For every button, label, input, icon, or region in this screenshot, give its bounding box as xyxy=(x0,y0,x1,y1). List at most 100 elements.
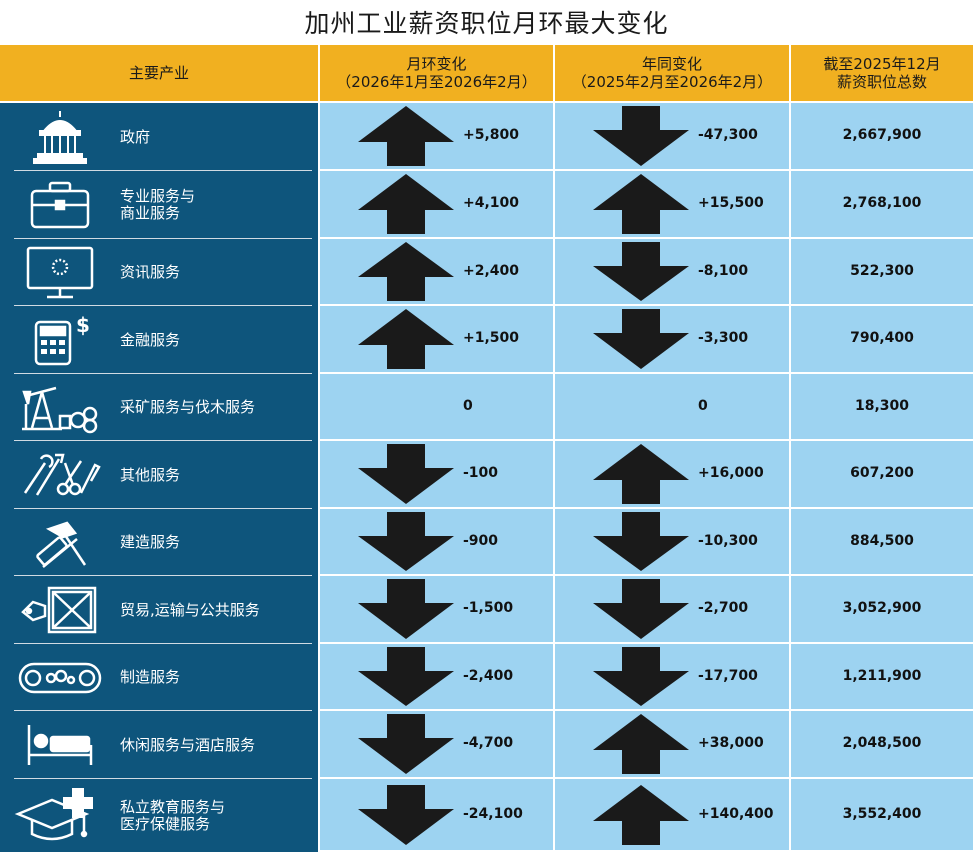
industry-label: 采矿服务与伐木服务 xyxy=(120,374,314,441)
industry-label: 制造服务 xyxy=(120,644,314,711)
mom-down-arrow-shape xyxy=(358,785,454,845)
mom-down-arrow xyxy=(358,444,454,504)
yoy-value: +38,000 xyxy=(698,735,764,751)
industry-cell: 专业服务与 商业服务 xyxy=(0,171,318,239)
header-yoy-line1: 年同变化 xyxy=(641,55,702,73)
industry-cell: 其他服务 xyxy=(0,441,318,509)
hammer-icon xyxy=(14,509,106,576)
mom-cell: -1,500 xyxy=(320,576,553,642)
table-row: 贸易,运输与公共服务 -1,500 -2,700 3,052,900 xyxy=(0,576,973,644)
yoy-value: -3,300 xyxy=(698,330,749,346)
mom-value: -4,700 xyxy=(463,735,514,751)
jobs-table: 主要产业 月环变化 （2026年1月至2026年2月） 年同变化 （2025年2… xyxy=(0,45,973,852)
mom-cell: -2,400 xyxy=(320,644,553,709)
total-cell: 3,052,900 xyxy=(791,576,973,642)
yoy-cell: +140,400 xyxy=(555,779,789,850)
yoy-up-arrow-shape xyxy=(593,714,689,774)
mom-up-arrow xyxy=(358,242,454,301)
row-divider xyxy=(14,238,312,239)
mom-down-arrow-shape xyxy=(358,579,454,639)
monitor-icon xyxy=(14,239,106,306)
yoy-cell: +15,500 xyxy=(555,171,789,237)
yoy-cell: -8,100 xyxy=(555,239,789,304)
mom-value: -1,500 xyxy=(463,600,514,616)
total-value: 18,300 xyxy=(854,398,910,414)
yoy-down-arrow-shape xyxy=(593,579,689,639)
row-divider xyxy=(14,778,312,779)
capitol-icon xyxy=(14,103,106,171)
industry-label-line1: 政府 xyxy=(120,127,151,146)
mom-down-arrow xyxy=(358,714,454,774)
mom-up-arrow-shape xyxy=(358,309,454,369)
header-mom: 月环变化 （2026年1月至2026年2月） xyxy=(320,45,553,101)
industry-label: 其他服务 xyxy=(120,441,314,509)
industry-label-line1: 建造服务 xyxy=(120,533,181,551)
row-divider xyxy=(14,373,312,374)
industry-label: 私立教育服务与 医疗保健服务 xyxy=(120,779,314,852)
mom-value: +5,800 xyxy=(463,127,520,143)
yoy-value: -47,300 xyxy=(698,127,758,143)
table-row: 采矿服务与伐木服务 0 0 18,300 xyxy=(0,374,973,441)
industry-label: 金融服务 xyxy=(120,306,314,374)
yoy-value: +140,400 xyxy=(698,806,774,822)
mom-down-arrow xyxy=(358,579,454,639)
row-divider xyxy=(14,643,312,644)
total-value: 2,768,100 xyxy=(842,195,922,211)
mom-down-arrow xyxy=(358,512,454,571)
header-yoy-line2: （2025年2月至2026年2月） xyxy=(571,73,773,91)
industry-cell: 贸易,运输与公共服务 xyxy=(0,576,318,644)
yoy-value: -2,700 xyxy=(698,600,749,616)
mom-value: -100 xyxy=(463,465,499,481)
table-row: 专业服务与 商业服务 +4,100 +15,500 2,768,100 xyxy=(0,171,973,239)
industry-label-line1: 休闲服务与酒店服务 xyxy=(120,735,256,754)
oil-pump-icon xyxy=(14,374,106,441)
header-total-line2: 薪资职位总数 xyxy=(836,73,927,91)
mom-value: +2,400 xyxy=(463,263,520,279)
total-value: 2,048,500 xyxy=(842,735,922,751)
table-row: 资讯服务 +2,400 -8,100 522,300 xyxy=(0,239,973,306)
row-divider xyxy=(14,710,312,711)
table-row: $ 金融服务 +1,500 -3,300 790,400 xyxy=(0,306,973,374)
industry-label-line1: 采矿服务与伐木服务 xyxy=(120,398,256,416)
yoy-cell: -10,300 xyxy=(555,509,789,574)
mom-down-arrow xyxy=(358,785,454,845)
mom-value: 0 xyxy=(463,398,473,414)
industry-label: 资讯服务 xyxy=(120,239,314,306)
total-cell: 522,300 xyxy=(791,239,973,304)
svg-text:$: $ xyxy=(76,313,90,337)
mom-value: -900 xyxy=(463,533,499,549)
row-divider xyxy=(14,440,312,441)
conveyor-icon xyxy=(14,644,106,711)
industry-cell: 采矿服务与伐木服务 xyxy=(0,374,318,441)
header-mom-line2: （2026年1月至2026年2月） xyxy=(336,73,537,91)
table-row: 制造服务 -2,400 -17,700 1,211,900 xyxy=(0,644,973,711)
mom-cell: +4,100 xyxy=(320,171,553,237)
total-value: 607,200 xyxy=(850,465,914,481)
mom-up-arrow xyxy=(358,309,454,369)
briefcase-icon xyxy=(14,171,106,239)
industry-label: 政府 xyxy=(120,103,314,171)
yoy-up-arrow-shape xyxy=(593,444,689,504)
mom-cell: +1,500 xyxy=(320,306,553,372)
mom-down-arrow-shape xyxy=(358,647,454,706)
yoy-value: -10,300 xyxy=(698,533,758,549)
total-value: 522,300 xyxy=(850,263,914,279)
industry-cell: 资讯服务 xyxy=(0,239,318,306)
mom-value: +4,100 xyxy=(463,195,520,211)
mom-up-arrow-shape xyxy=(358,242,454,301)
total-cell: 3,552,400 xyxy=(791,779,973,850)
yoy-down-arrow-shape xyxy=(593,106,689,166)
yoy-up-arrow xyxy=(593,444,689,504)
yoy-value: -17,700 xyxy=(698,668,758,684)
yoy-cell: -3,300 xyxy=(555,306,789,372)
table-row: 休闲服务与酒店服务 -4,700 +38,000 2,048,500 xyxy=(0,711,973,779)
industry-label: 贸易,运输与公共服务 xyxy=(120,576,314,644)
yoy-up-arrow xyxy=(593,714,689,774)
yoy-cell: -47,300 xyxy=(555,103,789,169)
mom-value: +1,500 xyxy=(463,330,520,346)
yoy-down-arrow xyxy=(593,242,689,301)
yoy-cell: -17,700 xyxy=(555,644,789,709)
yoy-down-arrow xyxy=(593,647,689,706)
total-cell: 884,500 xyxy=(791,509,973,574)
mom-cell: -900 xyxy=(320,509,553,574)
